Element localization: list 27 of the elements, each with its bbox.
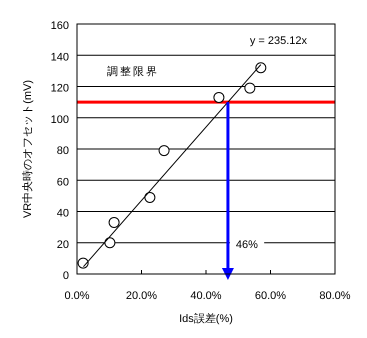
y-axis-title: VR中央時のオフセット(mV) — [21, 80, 34, 218]
point — [244, 82, 256, 94]
x-tick-label: 20.0% — [126, 290, 158, 302]
annotation: y = 235.12x — [250, 35, 308, 47]
x-tick-label: 40.0% — [190, 290, 222, 302]
annotation: 46% — [236, 238, 258, 251]
x-tick-label: 0.0% — [64, 290, 90, 302]
y-tick-label: 80 — [56, 145, 69, 157]
y-tick-label: 100 — [50, 114, 69, 126]
point — [213, 92, 224, 103]
point — [255, 62, 266, 74]
point — [144, 192, 156, 203]
point — [104, 237, 116, 248]
x-axis-title: Ids誤差(%) — [179, 312, 233, 325]
y-tick-label: 120 — [50, 82, 69, 94]
x-tick-label: 80.0% — [319, 290, 351, 302]
y-tick-label: 140 — [50, 51, 69, 64]
ref-line-label: 調整限界 — [107, 65, 159, 78]
y-tick-label: 20 — [56, 238, 69, 251]
x-tick-label: 60.0% — [254, 290, 286, 302]
y-tick-label: 160 — [50, 20, 69, 32]
y-tick-label: 0 — [62, 270, 69, 282]
y-tick-label: 40 — [56, 208, 69, 220]
point — [78, 258, 89, 269]
y-tick-label: 60 — [56, 176, 69, 188]
point — [158, 145, 170, 156]
point — [108, 216, 120, 228]
